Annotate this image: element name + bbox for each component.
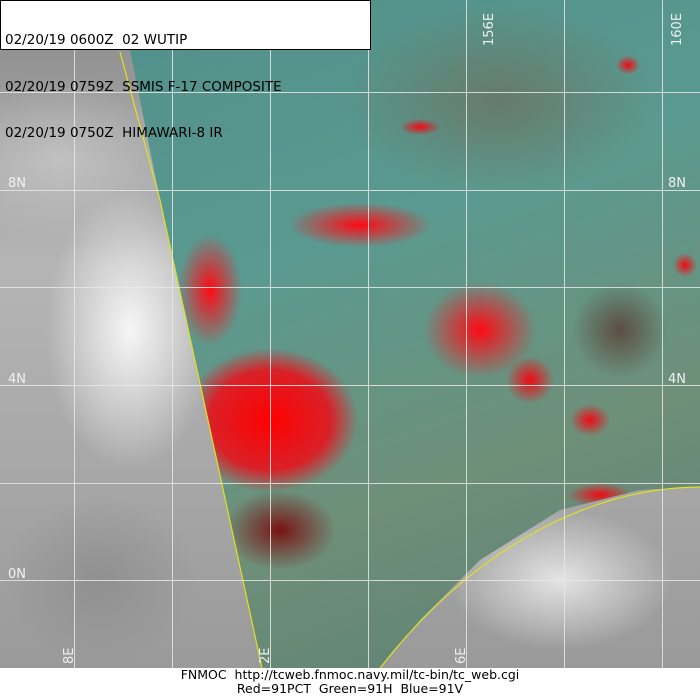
lon-label-156e-bottom: 6E bbox=[454, 647, 469, 665]
grid-line bbox=[74, 0, 75, 668]
swath-edge-lines bbox=[119, 51, 700, 668]
grid-line bbox=[368, 0, 369, 668]
grid-line bbox=[0, 190, 700, 191]
grid-line bbox=[0, 385, 700, 386]
header-date: 02/20/19 bbox=[5, 32, 66, 48]
lat-label-0n: 0N bbox=[8, 567, 26, 582]
header-time: 0759Z bbox=[69, 78, 114, 95]
swath-edge-left bbox=[119, 51, 263, 668]
lon-label-160e: 160E bbox=[670, 12, 685, 46]
grid-line bbox=[0, 580, 700, 581]
lat-label-8n: 8N bbox=[8, 176, 26, 191]
footer-channels: Red=91PCT Green=91H Blue=91V bbox=[236, 681, 464, 696]
grid-line bbox=[0, 483, 700, 484]
header-line: 02/20/19 0600Z 02 WUTIP bbox=[5, 32, 370, 49]
image-footer: FNMOC http://tcweb.fnmoc.navy.mil/tc-bin… bbox=[0, 668, 700, 700]
swath-edge-bottom bbox=[379, 486, 700, 668]
satellite-map: 8N 8N 4N 4N 0N 8E 2E 6E 156E 160E bbox=[0, 0, 700, 668]
header-date: 02/20/19 bbox=[5, 78, 66, 95]
storm-name: 02 WUTIP bbox=[122, 32, 188, 48]
header-line: 02/20/19 0750Z HIMAWARI-8 IR bbox=[5, 125, 370, 142]
header-time: 0750Z bbox=[69, 125, 114, 141]
header-date: 02/20/19 bbox=[5, 125, 66, 141]
header-line: 02/20/19 0759Z SSMIS F-17 COMPOSITE bbox=[5, 78, 370, 96]
lon-label-156e: 156E bbox=[482, 12, 497, 46]
grid-line bbox=[0, 287, 700, 288]
image-header: 02/20/19 0600Z 02 WUTIP 02/20/19 0759Z S… bbox=[0, 0, 371, 141]
grid-line bbox=[270, 0, 271, 668]
grid-line bbox=[466, 0, 467, 668]
sensor-name: HIMAWARI-8 IR bbox=[122, 125, 223, 141]
lon-label-152e: 2E bbox=[258, 647, 273, 665]
lat-label-4n: 4N bbox=[8, 372, 26, 387]
footer-source: FNMOC http://tcweb.fnmoc.navy.mil/tc-bin… bbox=[180, 667, 520, 682]
grid-line bbox=[564, 0, 565, 668]
header-time: 0600Z bbox=[69, 32, 114, 48]
lat-label-4n-right: 4N bbox=[668, 372, 686, 387]
sensor-name: SSMIS F-17 COMPOSITE bbox=[122, 78, 282, 95]
grid-line bbox=[172, 0, 173, 668]
grid-line bbox=[0, 92, 700, 93]
lat-label-8n-right: 8N bbox=[668, 176, 686, 191]
grid-line bbox=[662, 0, 663, 668]
lon-label-148e: 8E bbox=[62, 647, 77, 665]
